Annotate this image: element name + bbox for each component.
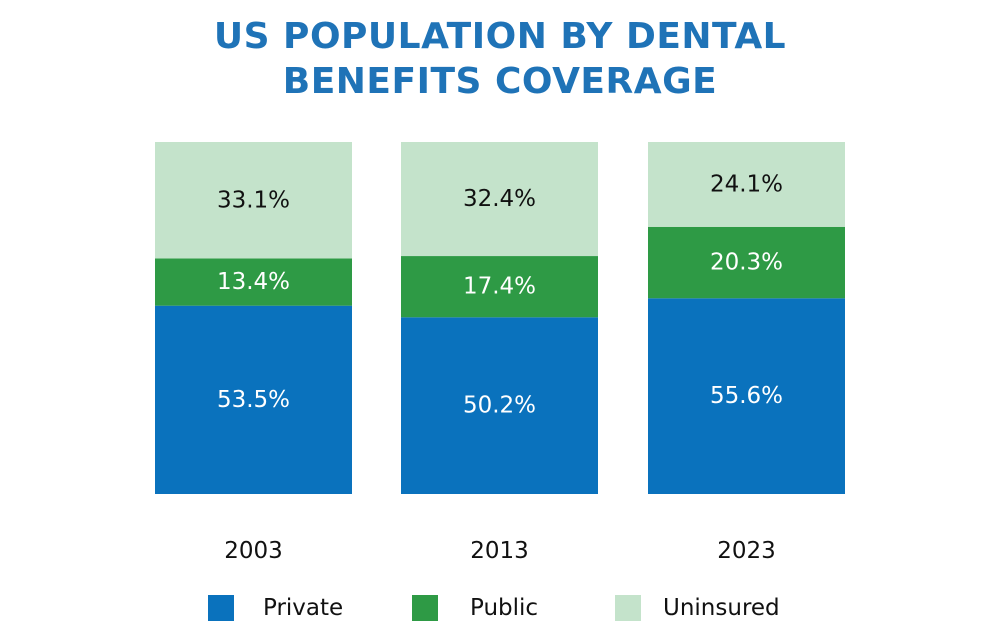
- data-label-private-2023: 55.6%: [710, 383, 783, 409]
- category-label-2013: 2013: [470, 538, 529, 564]
- bar-public-2013: [401, 256, 598, 318]
- category-labels-group: 2003 2013 2023: [224, 538, 776, 564]
- bar-uninsured-2003: [155, 142, 352, 259]
- data-label-uninsured-2013: 32.4%: [463, 186, 536, 212]
- legend-swatch-private: [208, 595, 234, 621]
- bars-group: 53.5% 13.4% 33.1% 50.2% 17.4% 32.4% 55.6% 20.3%…: [155, 142, 845, 494]
- bar-private-2013: [401, 317, 598, 494]
- category-label-2003: 2003: [224, 538, 283, 564]
- category-label-2023: 2023: [717, 538, 776, 564]
- legend-label-uninsured: Uninsured: [663, 595, 780, 621]
- chart-title-line-2: BENEFITS COVERAGE: [282, 61, 718, 102]
- data-label-uninsured-2023: 24.1%: [710, 171, 783, 197]
- data-label-uninsured-2003: 33.1%: [217, 187, 290, 213]
- legend: Private Public Uninsured: [208, 595, 780, 621]
- bar-private-2023: [648, 298, 845, 494]
- data-label-public-2013: 17.4%: [463, 274, 536, 300]
- legend-swatch-public: [412, 595, 438, 621]
- bar-uninsured-2013: [401, 142, 598, 257]
- data-label-private-2003: 53.5%: [217, 387, 290, 413]
- chart-title: US POPULATION BY DENTAL BENEFITS COVERAG…: [0, 14, 1000, 104]
- bar-private-2003: [155, 305, 352, 494]
- chart-title-line-1: US POPULATION BY DENTAL: [213, 16, 787, 57]
- legend-label-public: Public: [470, 595, 538, 621]
- data-label-public-2003: 13.4%: [217, 269, 290, 295]
- data-label-private-2013: 50.2%: [463, 393, 536, 419]
- bar-public-2003: [155, 258, 352, 306]
- bar-public-2023: [648, 226, 845, 299]
- data-label-public-2023: 20.3%: [710, 250, 783, 276]
- legend-label-private: Private: [263, 595, 343, 621]
- bar-uninsured-2023: [648, 142, 845, 227]
- legend-swatch-uninsured: [615, 595, 641, 621]
